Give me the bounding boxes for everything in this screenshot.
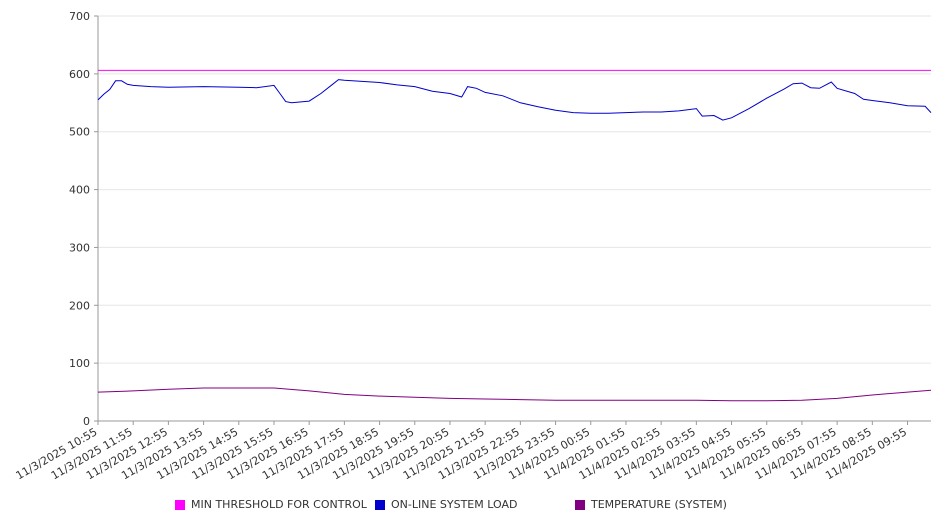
legend-label: MIN THRESHOLD FOR CONTROL [191, 498, 367, 511]
legend-item-temperature-system[interactable]: TEMPERATURE (SYSTEM) [575, 498, 727, 511]
gridlines [98, 15, 931, 364]
legend-item-online-system-load[interactable]: ON-LINE SYSTEM LOAD [375, 498, 517, 511]
y-tick-label: 700 [69, 10, 90, 23]
y-tick-label: 500 [69, 126, 90, 139]
legend-swatch [575, 499, 585, 510]
line-chart: 0 100 200 300 400 500 600 700 11/3/2025 10:5511… [14, 10, 932, 482]
legend-label: TEMPERATURE (SYSTEM) [591, 498, 727, 511]
series-line-temperature-system [97, 387, 932, 402]
y-tick-label: 0 [83, 415, 90, 428]
y-tick-label: 300 [69, 241, 90, 254]
y-tick-label: 400 [69, 184, 90, 197]
axes [94, 15, 931, 425]
y-tick-label: 600 [69, 68, 90, 81]
legend-swatch [175, 499, 185, 510]
series-lines [97, 69, 932, 402]
y-tick-labels: 0 100 200 300 400 500 600 700 [69, 10, 90, 428]
legend-item-min-threshold[interactable]: MIN THRESHOLD FOR CONTROL [175, 498, 367, 511]
y-tick-label: 200 [69, 299, 90, 312]
legend-swatch [375, 499, 385, 510]
y-tick-label: 100 [69, 357, 90, 370]
legend-label: ON-LINE SYSTEM LOAD [391, 498, 518, 511]
series-line-online-system-load [97, 79, 932, 121]
legend: MIN THRESHOLD FOR CONTROL ON-LINE SYSTEM… [0, 498, 946, 516]
